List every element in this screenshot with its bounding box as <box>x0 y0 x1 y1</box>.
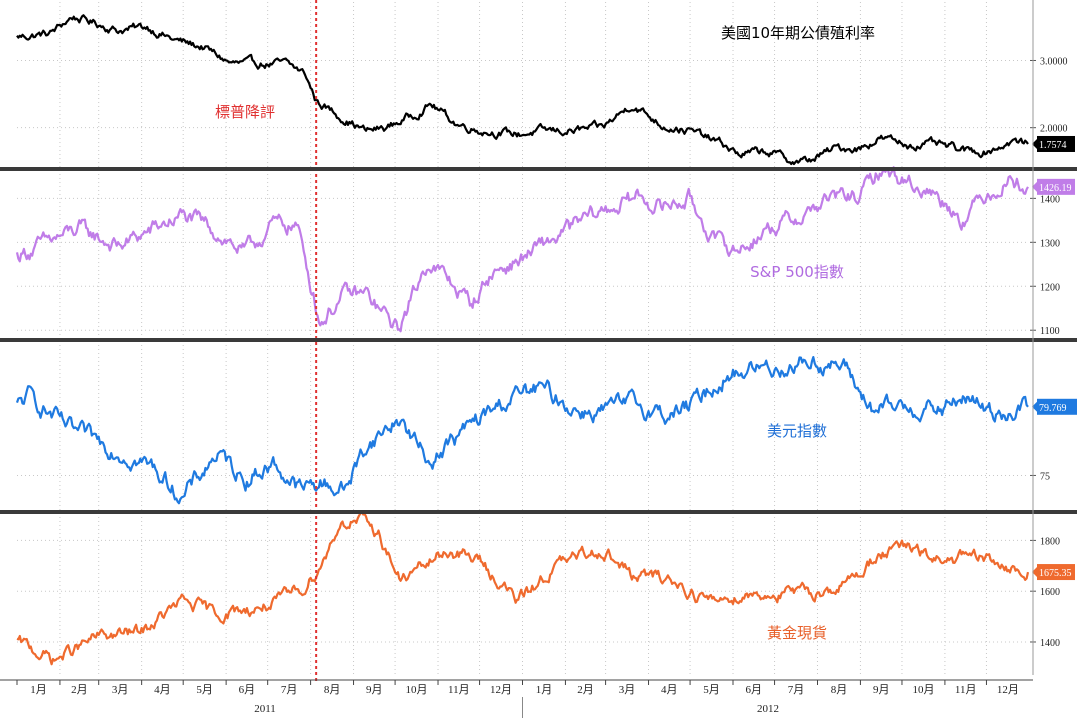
month-label: 8月 <box>324 684 341 696</box>
last-value-pointer <box>1032 181 1037 192</box>
month-label: 7月 <box>788 684 805 696</box>
panel-separator <box>0 338 1077 342</box>
series-line-2 <box>15 356 1029 505</box>
month-label: 7月 <box>281 684 298 696</box>
last-value-label: 79.769 <box>1039 403 1067 414</box>
month-label: 11月 <box>448 684 470 696</box>
month-label: 12月 <box>490 684 512 696</box>
last-value-badge <box>1037 564 1075 581</box>
month-label: 4月 <box>154 684 171 696</box>
series-title-1: S&P 500指數 <box>750 263 844 281</box>
month-label: 10月 <box>406 684 428 696</box>
y-tick-label: 1400 <box>1040 194 1060 205</box>
last-value-pointer <box>1032 567 1037 578</box>
last-value-pointer <box>1032 138 1037 149</box>
year-label-2011: 2011 <box>254 703 276 715</box>
month-label: 4月 <box>661 684 678 696</box>
month-label: 10月 <box>912 684 934 696</box>
series-line-3 <box>16 510 1030 666</box>
y-tick-label: 1200 <box>1040 282 1060 293</box>
month-label: 1月 <box>30 684 47 696</box>
series-title-3: 黃金現貨 <box>767 624 827 642</box>
y-tick-label: 75 <box>1040 471 1050 482</box>
month-label: 2月 <box>71 684 88 696</box>
month-label: 9月 <box>366 684 383 696</box>
last-value-label: 1675.35 <box>1039 568 1072 579</box>
month-label: 5月 <box>703 684 720 696</box>
month-label: 3月 <box>619 684 636 696</box>
last-value-label: 1.7574 <box>1039 140 1067 151</box>
month-label: 9月 <box>873 684 890 696</box>
series-line-1 <box>15 166 1029 333</box>
y-tick-label: 1600 <box>1040 587 1060 598</box>
last-value-label: 1426.19 <box>1039 183 1072 194</box>
annotation-label: 標普降評 <box>215 103 275 121</box>
y-tick-label: 1800 <box>1040 536 1060 547</box>
y-tick-label: 2.0000 <box>1040 124 1068 135</box>
month-label: 5月 <box>196 684 213 696</box>
month-label: 6月 <box>746 684 763 696</box>
last-value-badge <box>1037 398 1077 415</box>
panel-separator <box>0 167 1077 171</box>
last-value-badge <box>1037 135 1075 152</box>
y-tick-label: 3.0000 <box>1040 56 1068 67</box>
last-value-badge <box>1037 178 1075 195</box>
month-label: 3月 <box>112 684 129 696</box>
month-label: 2月 <box>577 684 594 696</box>
series-line-0 <box>16 14 1029 166</box>
month-label: 6月 <box>239 684 256 696</box>
y-tick-label: 1300 <box>1040 238 1060 249</box>
month-label: 1月 <box>536 684 553 696</box>
y-tick-label: 1100 <box>1040 326 1060 337</box>
month-label: 8月 <box>831 684 848 696</box>
y-tick-label: 1400 <box>1040 638 1060 649</box>
year-label-2012: 2012 <box>757 703 779 715</box>
last-value-pointer <box>1032 401 1037 412</box>
panel-separator <box>0 510 1077 514</box>
month-label: 12月 <box>997 684 1019 696</box>
month-label: 11月 <box>955 684 977 696</box>
series-title-2: 美元指數 <box>767 422 827 440</box>
series-title-0: 美國10年期公債殖利率 <box>721 24 875 42</box>
